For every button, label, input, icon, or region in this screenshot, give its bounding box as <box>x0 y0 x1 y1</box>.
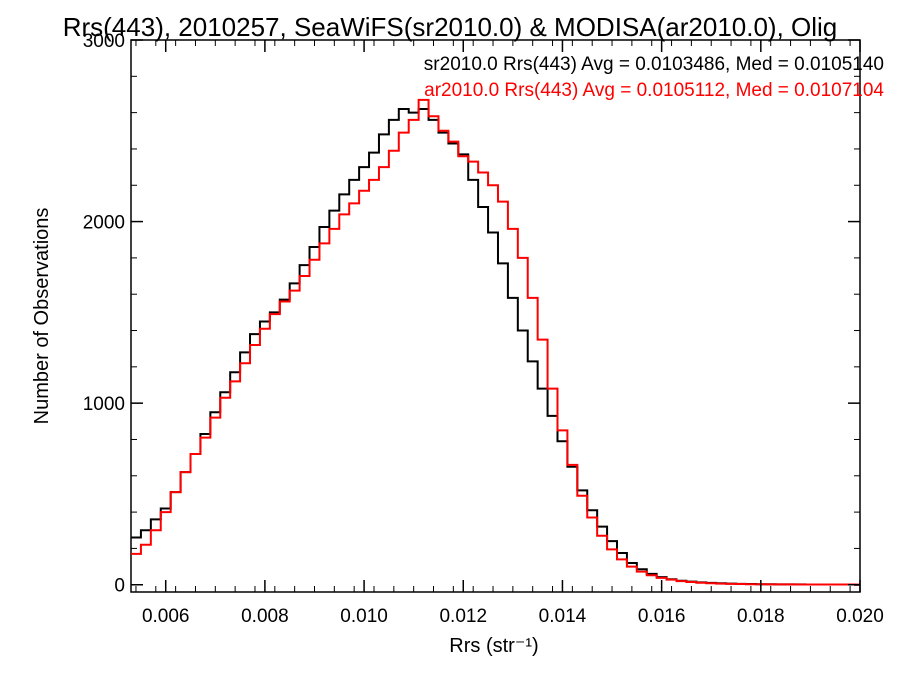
series-line-0 <box>131 108 860 586</box>
plot-area <box>130 39 861 593</box>
x-axis-label: Rrs (str⁻¹) <box>449 635 538 657</box>
x-tick-label: 0.020 <box>836 606 884 627</box>
series-line-1 <box>131 98 860 586</box>
x-tick-label: 0.016 <box>638 606 686 627</box>
x-tick-label: 0.014 <box>539 606 587 627</box>
y-tick-label: 1000 <box>83 394 125 415</box>
x-tick-label: 0.006 <box>142 606 190 627</box>
x-tick-label: 0.018 <box>737 606 785 627</box>
ticks-layer: 0.006 0.008 0.010 0.012 0.014 0.016 0.018 0.020… <box>83 31 884 627</box>
chart-title: Rrs(443), 2010257, SeaWiFS(sr2010.0) & M… <box>63 12 838 42</box>
y-tick-label: 2000 <box>83 213 125 234</box>
legend-entry-ar2010: ar2010.0 Rrs(443) Avg = 0.0105112, Med =… <box>424 80 884 101</box>
x-tick-label: 0.008 <box>241 606 289 627</box>
x-tick-label: 0.010 <box>340 606 388 627</box>
y-axis-label: Number of Observations <box>31 208 53 425</box>
plot-frame <box>130 39 861 593</box>
y-tick-label: 3000 <box>83 31 125 52</box>
y-tick-label: 0 <box>114 576 125 597</box>
series-layer <box>131 98 860 586</box>
x-tick-label: 0.012 <box>439 606 487 627</box>
legend-entry-sr2010: sr2010.0 Rrs(443) Avg = 0.0103486, Med =… <box>424 54 884 75</box>
